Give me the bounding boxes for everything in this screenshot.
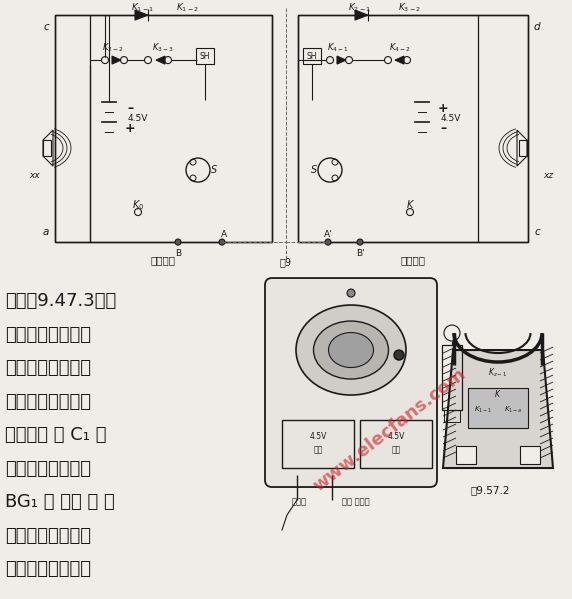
Ellipse shape <box>313 321 388 379</box>
Text: +: + <box>125 122 136 135</box>
Circle shape <box>325 239 331 245</box>
Polygon shape <box>395 56 404 64</box>
Text: 路见图9.47.3。该: 路见图9.47.3。该 <box>5 292 116 310</box>
Bar <box>444 410 460 422</box>
Circle shape <box>175 239 181 245</box>
Polygon shape <box>355 10 368 20</box>
Bar <box>43 140 51 156</box>
Text: K: K <box>407 200 413 210</box>
Text: $K_{1-a}$: $K_{1-a}$ <box>504 405 522 415</box>
Circle shape <box>357 239 363 245</box>
Bar <box>303 48 321 64</box>
Text: BG₁ 基 极， 形 成: BG₁ 基 极， 形 成 <box>5 493 115 511</box>
FancyBboxPatch shape <box>265 278 437 487</box>
Polygon shape <box>156 56 165 64</box>
Ellipse shape <box>296 305 406 395</box>
Text: 图9: 图9 <box>280 257 292 267</box>
Text: 甲电话机: 甲电话机 <box>150 255 176 265</box>
Text: $K_{1-2}$: $K_{1-2}$ <box>177 2 200 14</box>
Text: A: A <box>221 229 227 238</box>
Bar <box>442 345 462 410</box>
Text: SH: SH <box>307 52 317 60</box>
Text: xx: xx <box>30 171 41 180</box>
Text: S: S <box>311 165 317 175</box>
Text: a: a <box>43 227 49 237</box>
Text: 输出端信号反馈到: 输出端信号反馈到 <box>5 459 91 477</box>
Polygon shape <box>443 350 553 468</box>
Text: 电池: 电池 <box>391 446 400 455</box>
Polygon shape <box>135 10 148 20</box>
Text: 断路 连活器: 断路 连活器 <box>342 498 370 507</box>
Text: –: – <box>127 102 133 114</box>
Bar <box>298 15 528 242</box>
Text: 器振赮发声。调整: 器振赮发声。调整 <box>5 560 91 578</box>
Text: –: – <box>440 122 446 135</box>
Text: xz: xz <box>543 171 553 180</box>
Bar <box>196 48 214 64</box>
Text: $K_{1-1}$: $K_{1-1}$ <box>132 2 154 14</box>
Text: $K$: $K$ <box>494 388 502 398</box>
Text: 4.5V: 4.5V <box>441 114 461 123</box>
Text: 图9.57.2: 图9.57.2 <box>470 485 510 495</box>
Text: 4.5V: 4.5V <box>309 431 327 440</box>
Text: 振赮器， 由 C₁ 将: 振赮器， 由 C₁ 将 <box>5 426 106 444</box>
Text: B: B <box>175 249 181 258</box>
Text: $K_{3-3}$: $K_{3-3}$ <box>152 42 174 55</box>
Text: B': B' <box>356 249 364 258</box>
Text: $K_{4-1}$: $K_{4-1}$ <box>327 42 349 55</box>
Ellipse shape <box>328 332 374 368</box>
Circle shape <box>347 289 355 297</box>
Text: SH: SH <box>200 52 210 60</box>
Text: $K_{z-1}$: $K_{z-1}$ <box>488 367 507 379</box>
Circle shape <box>394 350 404 360</box>
Bar <box>519 140 527 156</box>
Bar <box>468 388 528 428</box>
Text: 互补晶体管与几个: 互补晶体管与几个 <box>5 359 91 377</box>
Text: 电路简单，用两只: 电路简单，用两只 <box>5 325 91 344</box>
Text: 4.5V: 4.5V <box>128 114 148 123</box>
Text: $K_0$: $K_0$ <box>132 198 144 212</box>
Text: $K_{3-2}$: $K_{3-2}$ <box>399 2 422 14</box>
Text: www.elecfans.com: www.elecfans.com <box>310 365 470 495</box>
Text: 续线盒: 续线盒 <box>292 498 307 507</box>
Text: d: d <box>534 22 541 32</box>
Text: $K_{1-1}$: $K_{1-1}$ <box>474 405 492 415</box>
Text: 电池: 电池 <box>313 446 323 455</box>
Text: c: c <box>43 22 49 32</box>
Bar <box>282 420 354 468</box>
Polygon shape <box>112 56 121 64</box>
Text: 4.5V: 4.5V <box>387 431 404 440</box>
Bar <box>520 446 540 464</box>
Text: +: + <box>438 102 448 114</box>
Polygon shape <box>337 56 346 64</box>
Bar <box>360 420 432 468</box>
Circle shape <box>219 239 225 245</box>
Text: $K_{2-2}$: $K_{2-2}$ <box>102 42 124 55</box>
Text: 正反馈电路使扬声: 正反馈电路使扬声 <box>5 527 91 544</box>
Text: 阻容元件组成一个: 阻容元件组成一个 <box>5 392 91 410</box>
Text: S: S <box>211 165 217 175</box>
Text: $K_{4-2}$: $K_{4-2}$ <box>389 42 411 55</box>
Text: A': A' <box>324 229 332 238</box>
Text: c: c <box>534 227 540 237</box>
Bar <box>55 15 272 242</box>
Text: 乙电话机: 乙电话机 <box>400 255 426 265</box>
Text: $K_{2-1}$: $K_{2-1}$ <box>348 2 372 14</box>
Bar <box>456 446 476 464</box>
